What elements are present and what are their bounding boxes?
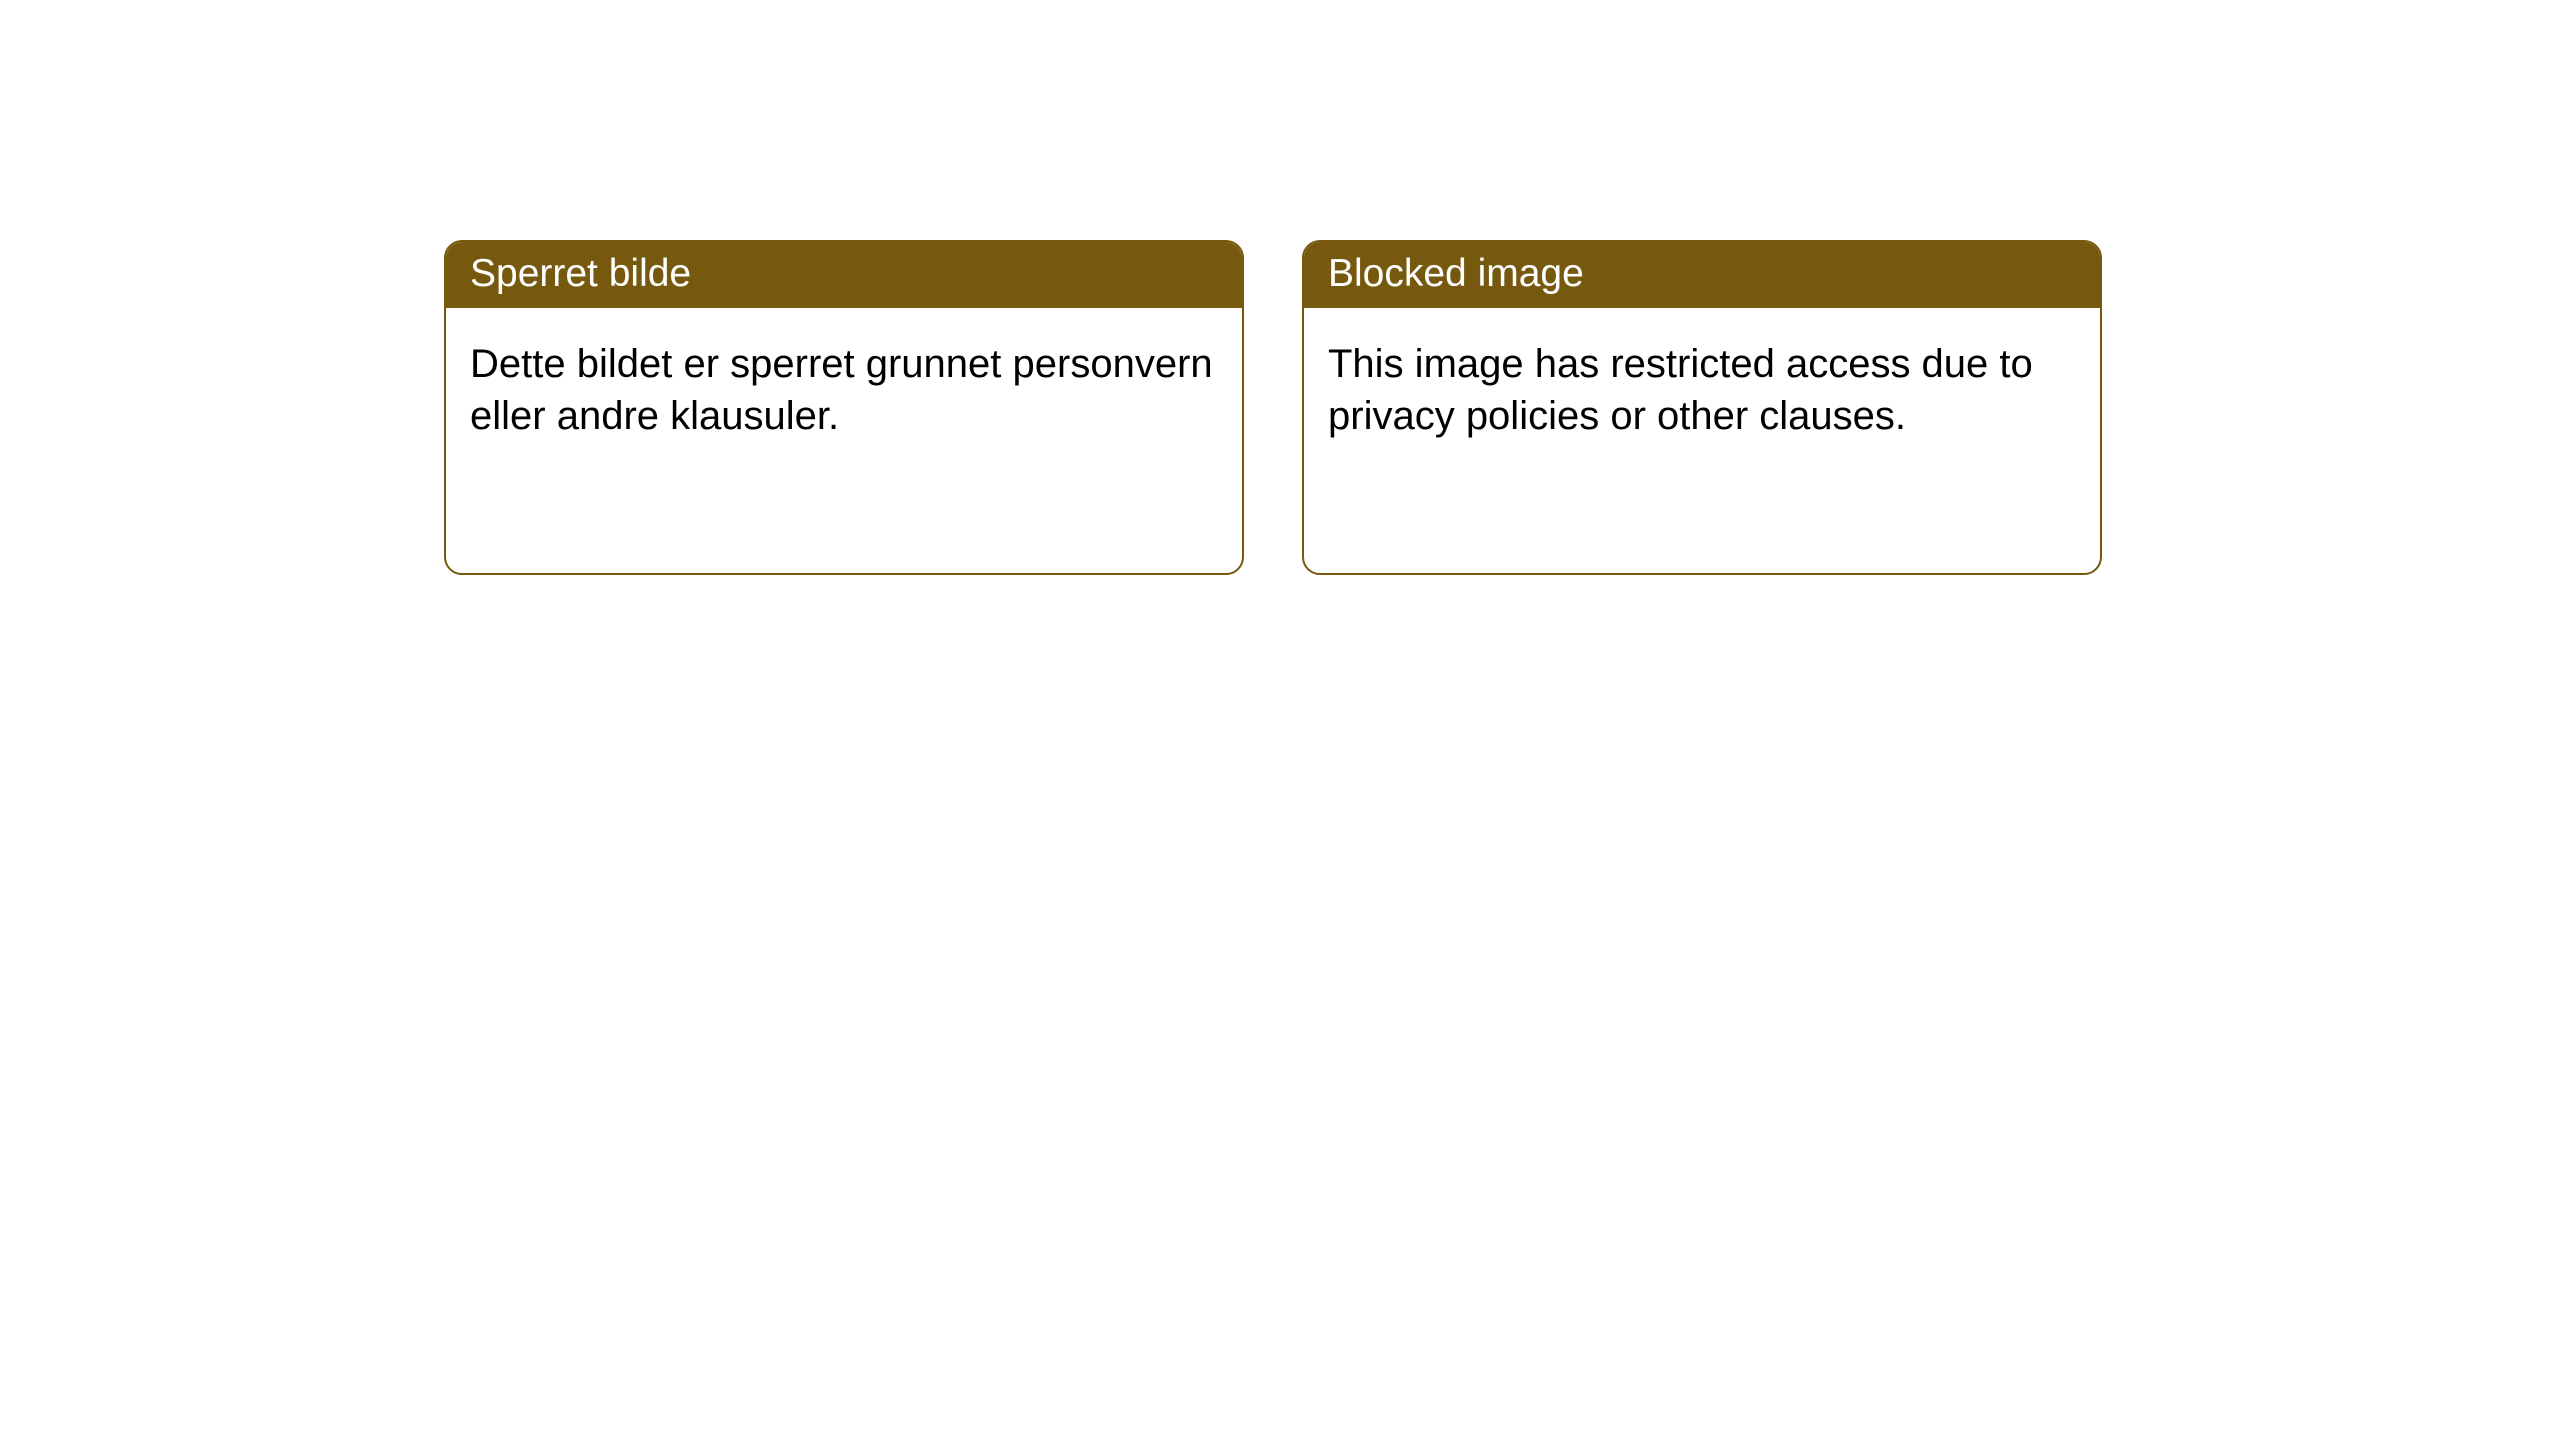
notice-message-english: This image has restricted access due to … (1304, 308, 2100, 466)
notice-container: Sperret bilde Dette bildet er sperret gr… (0, 0, 2560, 575)
notice-card-norwegian: Sperret bilde Dette bildet er sperret gr… (444, 240, 1244, 575)
notice-title-english: Blocked image (1304, 242, 2100, 308)
notice-title-norwegian: Sperret bilde (446, 242, 1242, 308)
notice-message-norwegian: Dette bildet er sperret grunnet personve… (446, 308, 1242, 466)
notice-card-english: Blocked image This image has restricted … (1302, 240, 2102, 575)
